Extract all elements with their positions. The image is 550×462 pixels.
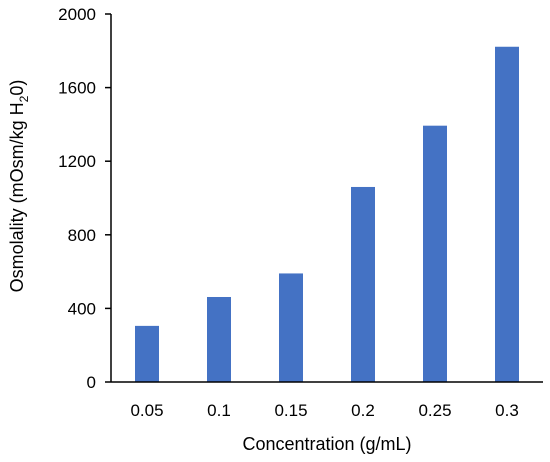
x-tick-label: 0.25 — [418, 401, 451, 420]
x-tick-label: 0.05 — [130, 401, 163, 420]
x-tick-label: 0.15 — [274, 401, 307, 420]
y-tick-label: 1200 — [58, 152, 96, 171]
bar-0.15 — [279, 273, 303, 382]
bar-0.3 — [495, 46, 519, 382]
bar-0.2 — [351, 186, 375, 382]
bar-0.05 — [135, 325, 159, 382]
x-tick-label: 0.3 — [495, 401, 519, 420]
y-tick-label: 400 — [68, 299, 96, 318]
bar-0.1 — [207, 296, 231, 382]
bar-0.25 — [423, 125, 447, 383]
y-tick-label: 1600 — [58, 79, 96, 98]
x-axis-title: Concentration (g/mL) — [242, 434, 411, 454]
y-tick-label: 0 — [87, 373, 96, 392]
y-tick-label: 2000 — [58, 5, 96, 24]
y-axis-title: Osmolality (mOsm/kg H20) — [7, 80, 31, 293]
y-ticks: 0 400 800 1200 1600 2000 — [58, 5, 111, 392]
x-tick-label: 0.2 — [351, 401, 375, 420]
x-tick-label: 0.1 — [207, 401, 231, 420]
x-ticks: 0.05 0.1 0.15 0.2 0.25 0.3 — [130, 401, 518, 420]
bars-layer — [135, 46, 519, 383]
y-axis-title-subscript: 2 — [17, 95, 31, 102]
y-tick-label: 800 — [68, 226, 96, 245]
